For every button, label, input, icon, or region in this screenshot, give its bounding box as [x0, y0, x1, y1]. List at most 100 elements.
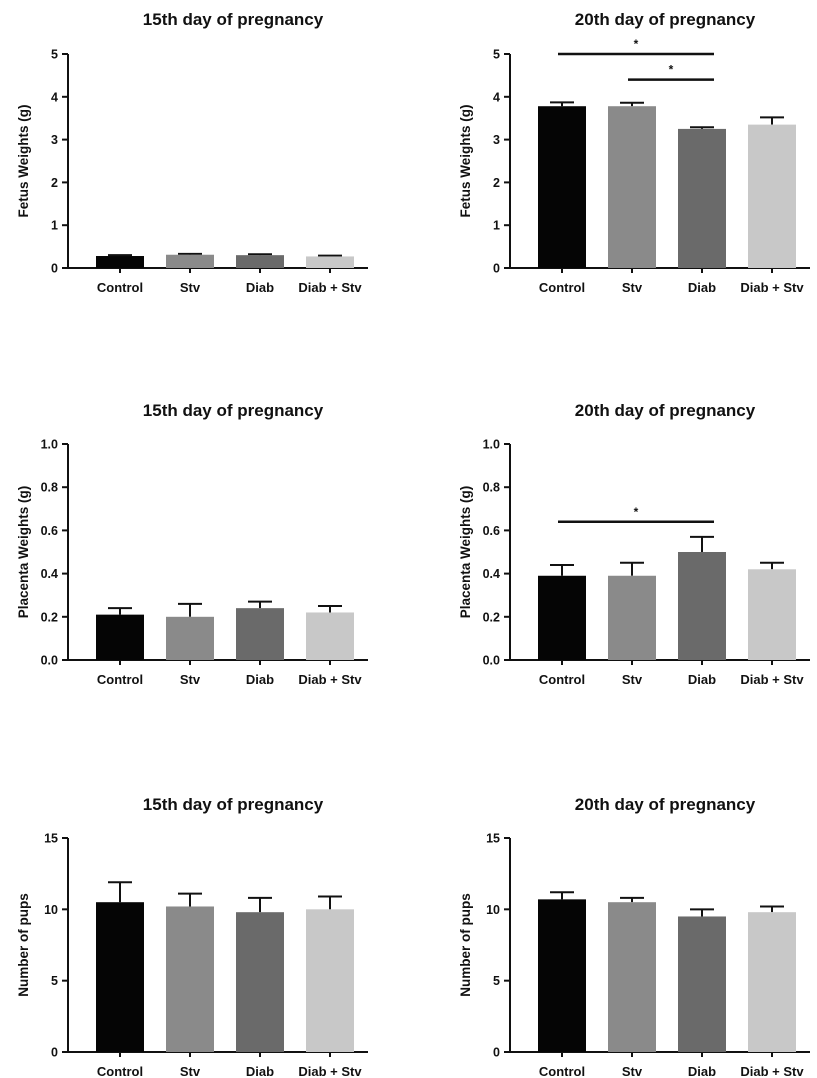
- x-tick-label: Stv: [180, 672, 201, 687]
- x-tick-label: Control: [97, 280, 143, 295]
- x-tick-label: Control: [97, 1064, 143, 1078]
- y-tick-label: 5: [493, 48, 500, 62]
- y-tick-label: 0: [493, 1046, 500, 1060]
- chart-title: 20th day of pregnancy: [575, 10, 756, 29]
- y-tick-label: 15: [486, 832, 500, 846]
- y-tick-label: 0.2: [483, 610, 500, 624]
- chart-panel-4: 20th day of pregnancy Placenta Weights (g…: [458, 401, 810, 687]
- x-tick-label: Diab + Stv: [298, 672, 362, 687]
- y-tick-label: 0: [493, 262, 500, 276]
- bar-diab-stv: [306, 256, 354, 268]
- y-tick-label: 1: [493, 219, 500, 233]
- y-tick-label: 0: [51, 262, 58, 276]
- bar-stv: [166, 616, 214, 660]
- bar-stv: [608, 575, 656, 660]
- y-tick-label: 10: [44, 903, 58, 917]
- chart-panel-3: 15th day of pregnancy Placenta Weights (g…: [16, 401, 368, 687]
- bar-diab: [236, 912, 284, 1052]
- y-tick-label: 0.2: [41, 610, 58, 624]
- bar-control: [96, 256, 144, 268]
- x-tick-label: Diab: [688, 672, 716, 687]
- y-tick-label: 0.0: [41, 654, 58, 668]
- x-tick-label: Control: [539, 1064, 585, 1078]
- x-tick-label: Diab: [246, 672, 274, 687]
- y-tick-label: 0.4: [483, 567, 500, 581]
- chart-title: 15th day of pregnancy: [143, 10, 324, 29]
- chart-title: 15th day of pregnancy: [143, 795, 324, 814]
- y-tick-label: 0.4: [41, 567, 58, 581]
- x-tick-label: Diab + Stv: [740, 672, 804, 687]
- y-tick-label: 3: [51, 133, 58, 147]
- bar-diab-stv: [748, 569, 796, 660]
- y-axis-label: Number of pups: [458, 893, 473, 997]
- chart-panel-5: 15th day of pregnancy Number of pups 0 5 10 1…: [16, 795, 368, 1078]
- bar-stv: [166, 254, 214, 268]
- y-axis-label: Number of pups: [16, 893, 31, 997]
- x-tick-label: Diab + Stv: [298, 280, 362, 295]
- bar-diab: [678, 916, 726, 1052]
- x-tick-label: Control: [539, 280, 585, 295]
- bar-diab-stv: [306, 909, 354, 1052]
- y-tick-label: 0: [51, 1046, 58, 1060]
- chart-title: 20th day of pregnancy: [575, 795, 756, 814]
- y-tick-label: 5: [51, 48, 58, 62]
- y-tick-label: 0.8: [483, 481, 500, 495]
- bar-stv: [166, 906, 214, 1052]
- bar-diab: [236, 608, 284, 660]
- chart-panel-1: 15th day of pregnancy Fetus Weights (g) 0 1…: [16, 10, 368, 295]
- y-tick-label: 1.0: [483, 438, 500, 452]
- x-tick-label: Diab: [688, 1064, 716, 1078]
- x-tick-label: Stv: [180, 1064, 201, 1078]
- y-tick-label: 0.0: [483, 654, 500, 668]
- bar-diab: [678, 128, 726, 268]
- x-tick-label: Diab: [688, 280, 716, 295]
- x-tick-label: Diab + Stv: [740, 1064, 804, 1078]
- bar-control: [538, 575, 586, 660]
- significance-marker: *: [634, 37, 639, 51]
- bar-stv: [608, 902, 656, 1052]
- y-axis-label: Fetus Weights (g): [16, 105, 31, 218]
- bar-control: [96, 902, 144, 1052]
- x-tick-label: Diab: [246, 1064, 274, 1078]
- y-axis-label: Placenta Weights (g): [458, 486, 473, 619]
- y-tick-label: 0.6: [483, 524, 500, 538]
- x-tick-label: Control: [97, 672, 143, 687]
- chart-panel-6: 20th day of pregnancy Number of pups 0 5 10 1…: [458, 795, 810, 1078]
- y-tick-label: 3: [493, 133, 500, 147]
- y-tick-label: 5: [493, 974, 500, 988]
- bar-control: [538, 899, 586, 1052]
- bar-diab-stv: [306, 612, 354, 660]
- y-tick-label: 2: [51, 176, 58, 190]
- y-tick-label: 2: [493, 176, 500, 190]
- x-tick-label: Diab + Stv: [740, 280, 804, 295]
- chart-title: 15th day of pregnancy: [143, 401, 324, 420]
- bar-diab-stv: [748, 912, 796, 1052]
- significance-marker: *: [634, 505, 639, 519]
- y-tick-label: 5: [51, 974, 58, 988]
- y-axis-label: Fetus Weights (g): [458, 105, 473, 218]
- y-tick-label: 4: [51, 90, 58, 104]
- bar-control: [538, 106, 586, 268]
- x-tick-label: Stv: [622, 672, 643, 687]
- y-tick-label: 1.0: [41, 438, 58, 452]
- x-tick-label: Stv: [622, 280, 643, 295]
- bar-diab: [678, 552, 726, 660]
- x-tick-label: Stv: [180, 280, 201, 295]
- x-tick-label: Diab: [246, 280, 274, 295]
- chart-title: 20th day of pregnancy: [575, 401, 756, 420]
- chart-panel-2: 20th day of pregnancy Fetus Weights (g) 0 1…: [458, 10, 810, 295]
- x-tick-label: Diab + Stv: [298, 1064, 362, 1078]
- y-axis-label: Placenta Weights (g): [16, 486, 31, 619]
- y-tick-label: 10: [486, 903, 500, 917]
- bar-diab-stv: [748, 124, 796, 269]
- y-tick-label: 0.8: [41, 481, 58, 495]
- bar-control: [96, 614, 144, 660]
- bar-stv: [608, 106, 656, 268]
- y-tick-label: 15: [44, 832, 58, 846]
- y-tick-label: 0.6: [41, 524, 58, 538]
- y-tick-label: 4: [493, 90, 500, 104]
- bar-diab: [236, 255, 284, 268]
- significance-marker: *: [669, 63, 674, 77]
- y-tick-label: 1: [51, 219, 58, 233]
